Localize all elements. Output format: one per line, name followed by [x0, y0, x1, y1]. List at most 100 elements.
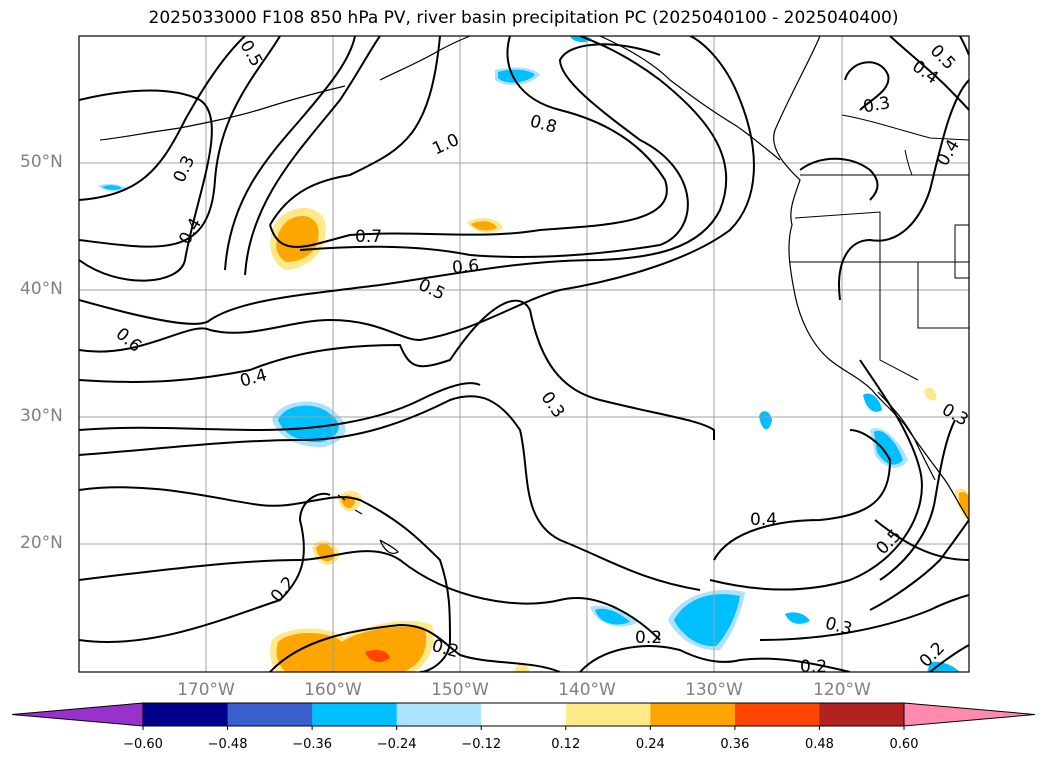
- lon-label-150w: 150°W: [431, 680, 489, 700]
- precip-negative-core: [595, 608, 630, 625]
- lat-label-50n: 50°N: [20, 152, 63, 172]
- lon-label-170w: 170°W: [177, 680, 235, 700]
- pv-contour-line: [244, 36, 381, 276]
- pv-contour-line: [79, 299, 715, 440]
- pv-contour-line: [269, 36, 668, 248]
- pv-contour-line: [79, 395, 701, 591]
- colorbar-tick-label: −0.48: [207, 737, 248, 752]
- precip-positive-strong: [365, 650, 390, 662]
- pv-contour-line: [579, 645, 851, 672]
- contour-label: 0.3: [170, 153, 200, 186]
- pv-contour-line: [224, 36, 356, 271]
- contour-label: 0.7: [355, 227, 382, 247]
- precip-positive-area: [515, 664, 530, 672]
- colorbar-tick-label: 0.36: [720, 737, 750, 752]
- contour-label: 0.2: [800, 657, 827, 677]
- precip-negative-core: [278, 405, 339, 443]
- precip-negative-core: [863, 393, 882, 412]
- colorbar-tick-label: 0.60: [889, 737, 919, 752]
- borders: [790, 114, 969, 381]
- lon-label-160w: 160°W: [304, 680, 362, 700]
- colorbar-extension-left: [11, 702, 144, 727]
- contour-label: 0.2: [430, 636, 461, 662]
- pv-contour-line: [869, 519, 969, 611]
- colorbar-tick-label: −0.12: [461, 737, 502, 752]
- lat-label-40n: 40°N: [20, 279, 63, 299]
- pv-contour-line: [889, 36, 969, 111]
- pv-contour-line: [874, 519, 969, 561]
- precip-negative-core: [874, 430, 903, 465]
- pv-contour-line: [79, 36, 728, 325]
- lon-label-130w: 130°W: [685, 680, 743, 700]
- colorbar-tick-label: −0.60: [123, 737, 163, 752]
- lon-label-120w: 120°W: [813, 680, 871, 700]
- contour-label: 0.4: [238, 365, 269, 391]
- pv-contour-line: [269, 623, 561, 672]
- pv-contour-labels: 0.5 0.3 0.4 1.0 0.8 0.7 0.6 0.5 0.6 0.4 …: [112, 37, 971, 677]
- contour-label: 0.5: [872, 526, 905, 559]
- contour-label: 1.0: [429, 130, 462, 160]
- colorbar-segment: [650, 703, 736, 726]
- aleutian-islands: [99, 85, 346, 141]
- precip-positive-core: [276, 626, 427, 672]
- pv-contour-line: [713, 429, 892, 561]
- contour-label: 0.3: [938, 400, 971, 431]
- precip-negative-core: [498, 69, 535, 83]
- colorbar-segment: [312, 703, 398, 726]
- lon-label-140w: 140°W: [558, 680, 616, 700]
- colorbar-segment: [143, 703, 229, 726]
- colorbar-segment: [565, 703, 651, 726]
- pv-contour-line: [879, 419, 956, 581]
- pv-contour-line: [79, 36, 281, 248]
- contour-label: 0.2: [267, 573, 300, 607]
- colorbar-tick-label: 0.24: [635, 737, 665, 752]
- precip-positive-core: [276, 215, 319, 262]
- coastlines: [99, 36, 969, 555]
- contour-label: 0.4: [933, 136, 964, 169]
- colorbar-segment: [481, 703, 567, 726]
- contour-label: 0.8: [528, 111, 559, 137]
- pv-contour-line: [929, 644, 969, 672]
- precip-negative-core: [785, 612, 810, 624]
- pv-contour-line: [79, 36, 755, 353]
- colorbar-segment: [819, 703, 905, 726]
- pv-contour-line: [959, 36, 969, 56]
- alaska-coast: [379, 36, 781, 161]
- contour-label: 0.4: [750, 510, 777, 530]
- north-america-coast: [773, 36, 969, 521]
- colorbar-segments: [11, 702, 1036, 727]
- pv-contour-line: [759, 594, 969, 641]
- precip-negative-core: [927, 661, 960, 672]
- pv-contour-line: [79, 492, 331, 643]
- pv-contour-line: [79, 36, 246, 201]
- colorbar-tick-label: −0.24: [376, 737, 417, 752]
- plot-frame: [78, 35, 970, 673]
- colorbar-extension-right: [903, 702, 1036, 727]
- contour-label: 0.6: [451, 256, 480, 278]
- pv-contour-line: [709, 359, 923, 591]
- colorbar-tick-label: −0.36: [292, 737, 333, 752]
- pv-contour-line: [844, 61, 890, 111]
- pv-contour-line: [79, 550, 661, 641]
- colorbar-tick-marks: [142, 726, 905, 730]
- colorbar-tick-label: 0.48: [804, 737, 834, 752]
- contour-label: 0.3: [862, 93, 892, 117]
- pv-contour-line: [269, 36, 441, 226]
- contour-label: 0.2: [635, 628, 662, 648]
- state-borders: [790, 211, 969, 381]
- contour-label: 0.6: [112, 324, 146, 357]
- province-border: [841, 114, 969, 176]
- precip-positive-area: [924, 388, 937, 401]
- colorbar-segment: [227, 703, 313, 726]
- precip-anomaly-fills: [98, 36, 969, 672]
- lat-label-20n: 20°N: [20, 533, 63, 553]
- precip-positive-core: [958, 492, 969, 519]
- pv-contour-line: [79, 382, 481, 432]
- pv-contours: [79, 36, 969, 672]
- pv-contour-line: [299, 43, 689, 258]
- map-title: 2025033000 F108 850 hPa PV, river basin …: [148, 8, 899, 28]
- pv-contour-line: [799, 157, 879, 201]
- lat-label-30n: 30°N: [20, 406, 63, 426]
- precip-positive-core: [471, 221, 497, 231]
- colorbar-segment: [734, 703, 820, 726]
